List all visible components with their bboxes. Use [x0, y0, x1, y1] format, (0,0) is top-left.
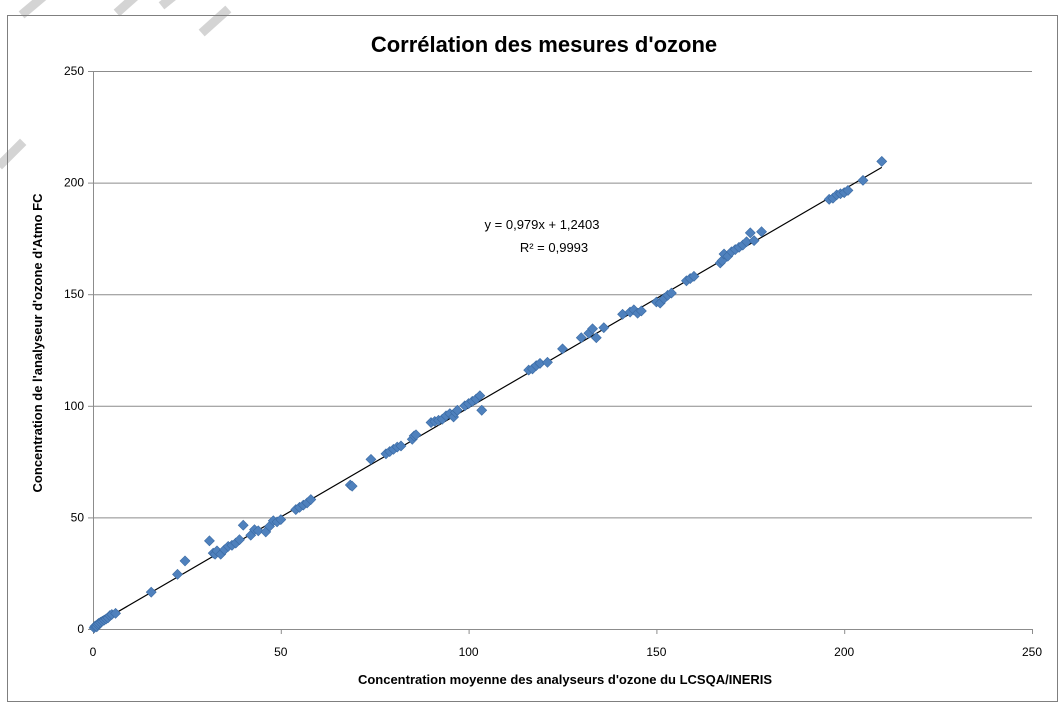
- data-point: [590, 332, 602, 344]
- chart-frame: [7, 15, 1058, 702]
- data-point: [744, 227, 756, 239]
- decorative-dash: [158, 0, 176, 10]
- data-point: [474, 390, 486, 402]
- data-point: [145, 586, 157, 598]
- data-point: [395, 440, 407, 452]
- data-point: [179, 555, 191, 567]
- x-tick-label: 0: [90, 645, 97, 659]
- data-point: [635, 305, 647, 317]
- y-tick-label: 150: [64, 287, 84, 301]
- trendline: [92, 166, 883, 627]
- data-point: [365, 453, 377, 465]
- y-tick-label: 100: [64, 399, 84, 413]
- data-point: [252, 525, 264, 537]
- r-squared-label: R² = 0,9993: [520, 240, 588, 255]
- x-tick-label: 200: [834, 645, 854, 659]
- y-tick-label: 250: [64, 64, 84, 78]
- data-point: [756, 226, 767, 238]
- decorative-dash: [113, 0, 139, 17]
- data-point: [110, 607, 121, 619]
- data-point: [172, 568, 183, 580]
- data-point: [688, 270, 700, 282]
- data-point: [665, 287, 677, 299]
- decorative-dash: [198, 5, 232, 37]
- decorative-dash: [0, 138, 27, 170]
- y-axis-title: Concentration de l'analyseur d'ozone d'A…: [30, 193, 45, 493]
- data-point: [237, 519, 249, 531]
- x-tick-label: 100: [459, 645, 479, 659]
- y-tick-labels: 0 50 100 150 200 250: [64, 64, 84, 636]
- data-point: [557, 343, 568, 355]
- data-point: [204, 535, 215, 547]
- data-point: [876, 155, 888, 167]
- data-point: [234, 534, 245, 546]
- y-tick-label: 50: [71, 510, 85, 524]
- decorative-dash: [18, 0, 47, 19]
- data-point: [598, 322, 610, 334]
- x-axis-title: Concentration moyenne des analyseurs d'o…: [358, 672, 772, 687]
- data-point: [451, 404, 463, 416]
- y-tick-label: 0: [77, 622, 84, 636]
- chart-title: Corrélation des mesures d'ozone: [371, 32, 717, 57]
- background-decoration: [0, 0, 232, 170]
- data-point: [575, 332, 587, 344]
- data-points: [88, 155, 888, 634]
- gridlines: [93, 71, 1032, 519]
- data-point: [476, 404, 488, 416]
- x-tick-label: 50: [274, 645, 288, 659]
- data-point: [275, 514, 287, 526]
- data-point: [587, 323, 598, 335]
- y-tick-label: 200: [64, 176, 84, 190]
- x-tick-labels: 0 50 100 150 200 250: [90, 645, 1043, 659]
- data-point: [542, 356, 553, 368]
- data-point: [410, 429, 422, 441]
- data-point: [748, 235, 760, 247]
- trendline-equation: y = 0,979x + 1,2403: [485, 217, 600, 232]
- data-point: [857, 174, 869, 186]
- x-tick-label: 250: [1022, 645, 1042, 659]
- data-point: [305, 494, 317, 505]
- data-point: [346, 480, 358, 492]
- data-point: [842, 184, 854, 196]
- x-tick-label: 150: [646, 645, 666, 659]
